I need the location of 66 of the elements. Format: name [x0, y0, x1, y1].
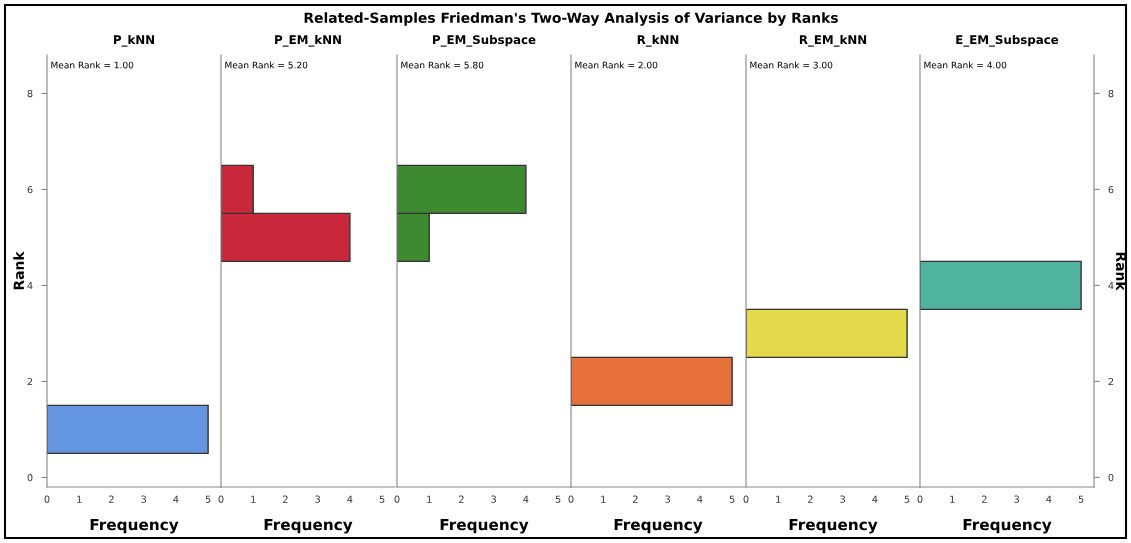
x-tick-label: 5: [205, 495, 211, 503]
y-tick-label: 0: [27, 473, 33, 482]
annotation: Mean Rank = 5.20: [225, 61, 308, 69]
x-tick-label: 2: [459, 495, 464, 503]
x-axis-title: Frequency: [789, 518, 878, 534]
chart-subtitle: P_EM_Subspace: [433, 34, 536, 47]
x-tick-label: 4: [697, 495, 703, 503]
x-tick-label: 2: [633, 495, 638, 503]
x-tick-label: 3: [665, 495, 670, 503]
y-tick-label: 0: [1108, 473, 1114, 482]
x-tick-label: 3: [315, 495, 320, 503]
y-tick-label: 6: [27, 185, 33, 194]
y-axis-title: Rank: [13, 251, 25, 290]
annotation: Mean Rank = 1.00: [51, 61, 134, 69]
x-tick-label: 5: [1078, 495, 1084, 503]
x-axis-title: Frequency: [264, 518, 353, 534]
chart-subtitle: P_EM_kNN: [275, 34, 341, 47]
x-tick-label: 0: [44, 495, 50, 503]
x-tick-label: 0: [743, 495, 749, 503]
annotation: Mean Rank = 5.80: [401, 61, 484, 69]
x-tick-label: 5: [904, 495, 910, 503]
x-tick-label: 1: [776, 495, 781, 503]
x-axis-title: Frequency: [440, 518, 529, 534]
x-tick-label: 0: [394, 495, 400, 503]
x-tick-label: 0: [917, 495, 923, 503]
x-tick-label: 0: [568, 495, 574, 503]
x-tick-label: 5: [379, 495, 385, 503]
x-tick-label: 1: [251, 495, 256, 503]
x-tick-label: 3: [840, 495, 845, 503]
x-axis-title: Frequency: [90, 518, 179, 534]
chart-subtitle: P_kNN: [114, 34, 154, 47]
annotation: Mean Rank = 4.00: [924, 61, 1007, 69]
chart-subtitle: R_EM_kNN: [799, 34, 867, 47]
x-tick-label: 5: [555, 495, 561, 503]
text: Related-Samples Friedman's Two-Way Analysis of Variance by Ranks: [304, 12, 838, 26]
x-tick-label: 1: [427, 495, 432, 503]
y-tick-label: 6: [1108, 185, 1114, 194]
x-tick-label: 3: [491, 495, 496, 503]
x-tick-label: 0: [218, 495, 224, 503]
annotation: Mean Rank = 3.00: [750, 61, 833, 69]
x-tick-label: 3: [1014, 495, 1019, 503]
x-tick-label: 4: [523, 495, 529, 503]
y-tick-label: 4: [27, 282, 33, 290]
x-tick-label: 2: [109, 495, 114, 503]
x-tick-label: 2: [808, 495, 813, 503]
x-tick-label: 2: [283, 495, 288, 503]
x-tick-label: 1: [77, 495, 82, 503]
chart-subtitle: R_kNN: [637, 34, 679, 47]
x-tick-label: 3: [141, 495, 146, 503]
x-tick-label: 4: [347, 495, 353, 503]
x-tick-label: 4: [1046, 495, 1052, 503]
y-tick-label: 8: [1108, 89, 1114, 98]
annotation: Mean Rank = 2.00: [575, 61, 658, 69]
x-tick-label: 1: [950, 495, 955, 503]
y-tick-label: 4: [1108, 282, 1114, 290]
y-tick-label: 2: [1108, 377, 1114, 386]
x-tick-label: 5: [729, 495, 735, 503]
x-tick-label: 4: [173, 495, 179, 503]
x-axis-title: Frequency: [614, 518, 703, 534]
x-axis-title: Frequency: [963, 518, 1052, 534]
x-tick-label: 1: [601, 495, 606, 503]
x-tick-label: 2: [982, 495, 987, 503]
chart-subtitle: E_EM_Subspace: [956, 34, 1059, 47]
y-tick-label: 2: [27, 377, 33, 386]
x-tick-label: 4: [872, 495, 878, 503]
y-tick-label: 8: [27, 89, 33, 98]
